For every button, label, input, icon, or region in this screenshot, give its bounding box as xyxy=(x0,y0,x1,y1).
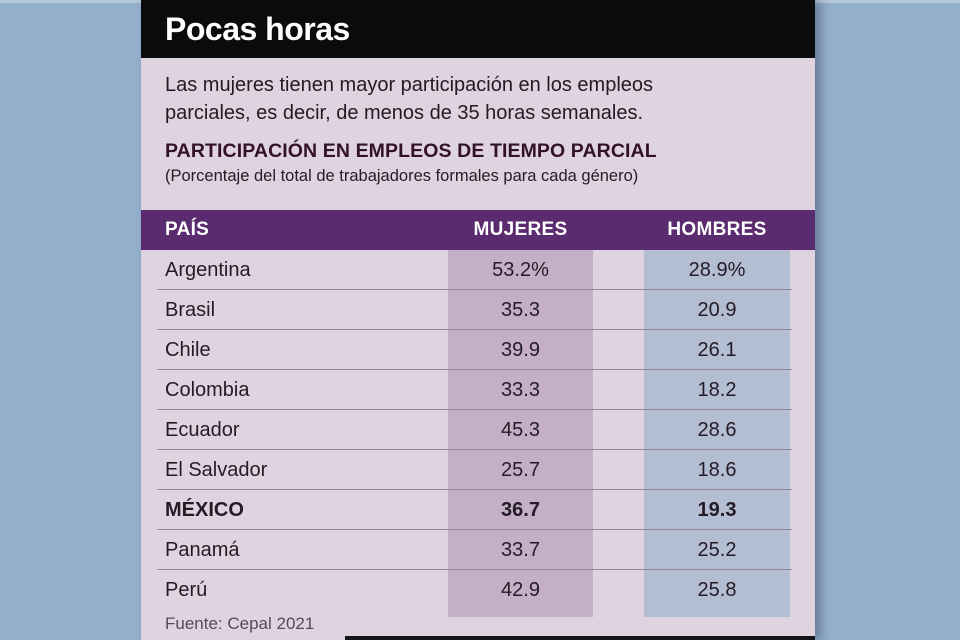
mujeres-value-cell: 25.7 xyxy=(501,458,540,481)
country-cell: Brasil xyxy=(165,298,216,321)
mujeres-value-cell: 42.9 xyxy=(501,578,540,601)
hombres-value-cell: 18.2 xyxy=(697,378,737,401)
intro-text: Las mujeres tienen mayor participación e… xyxy=(165,74,654,124)
chart-subtitle: PARTICIPACIÓN EN EMPLEOS DE TIEMPO PARCI… xyxy=(165,140,657,162)
table-row: El Salvador 25.7 18.6 xyxy=(141,450,815,490)
country-cell: El Salvador xyxy=(165,458,268,481)
country-cell: Panamá xyxy=(165,538,240,561)
mujeres-value-cell: 53.2% xyxy=(492,258,549,281)
table-row: Chile 39.9 26.1 xyxy=(141,330,815,370)
hombres-value-cell: 26.1 xyxy=(697,338,737,361)
table-row: Perú 42.9 25.8 xyxy=(141,570,815,610)
header-mujeres: MUJERES xyxy=(473,219,568,240)
header-country: PAÍS xyxy=(165,219,210,240)
mujeres-value-cell: 39.9 xyxy=(501,338,540,361)
table-row: Brasil 35.3 20.9 xyxy=(141,290,815,330)
mujeres-value-cell: 33.3 xyxy=(501,378,540,401)
source-text: Fuente: Cepal 2021 xyxy=(165,614,315,633)
page-title: Pocas horas xyxy=(165,10,350,47)
chart-note: (Porcentaje del total de trabajadores fo… xyxy=(165,167,639,185)
infographic-card: Pocas horas Las mujeres tienen mayor par… xyxy=(141,0,815,640)
table-row: Argentina 53.2% 28.9% xyxy=(141,250,815,290)
hombres-value-cell: 20.9 xyxy=(697,298,737,321)
mujeres-value-cell: 36.7 xyxy=(501,498,540,521)
mujeres-value-cell: 45.3 xyxy=(501,418,540,441)
table-rows: Argentina 53.2% 28.9% Brasil 35.3 20.9 C… xyxy=(141,250,815,610)
header-hombres: HOMBRES xyxy=(667,219,767,240)
mujeres-column-band xyxy=(448,250,593,617)
mujeres-value-cell: 33.7 xyxy=(501,538,540,561)
mujeres-value-cell: 35.3 xyxy=(501,298,540,321)
table-row: Colombia 33.3 18.2 xyxy=(141,370,815,410)
table-row: Panamá 33.7 25.2 xyxy=(141,530,815,570)
hombres-value-cell: 25.2 xyxy=(697,538,737,561)
hombres-value-cell: 25.8 xyxy=(697,578,737,601)
hombres-value-cell: 19.3 xyxy=(697,498,737,521)
country-cell: Argentina xyxy=(165,258,251,281)
table-header: PAÍS MUJERES HOMBRES xyxy=(141,210,815,250)
table-row: MÉXICO 36.7 19.3 xyxy=(141,490,815,530)
country-cell: MÉXICO xyxy=(165,498,244,521)
country-cell: Colombia xyxy=(165,378,250,401)
table-row: Ecuador 45.3 28.6 xyxy=(141,410,815,450)
hombres-value-cell: 18.6 xyxy=(697,458,737,481)
country-cell: Perú xyxy=(165,578,208,601)
country-cell: Chile xyxy=(165,338,211,361)
hombres-column-band xyxy=(644,250,790,617)
country-cell: Ecuador xyxy=(165,418,240,441)
hombres-value-cell: 28.9% xyxy=(688,258,746,281)
title-bar: Pocas horas xyxy=(141,0,815,58)
bottom-footer-sliver xyxy=(345,636,815,640)
hombres-value-cell: 28.6 xyxy=(697,418,737,441)
